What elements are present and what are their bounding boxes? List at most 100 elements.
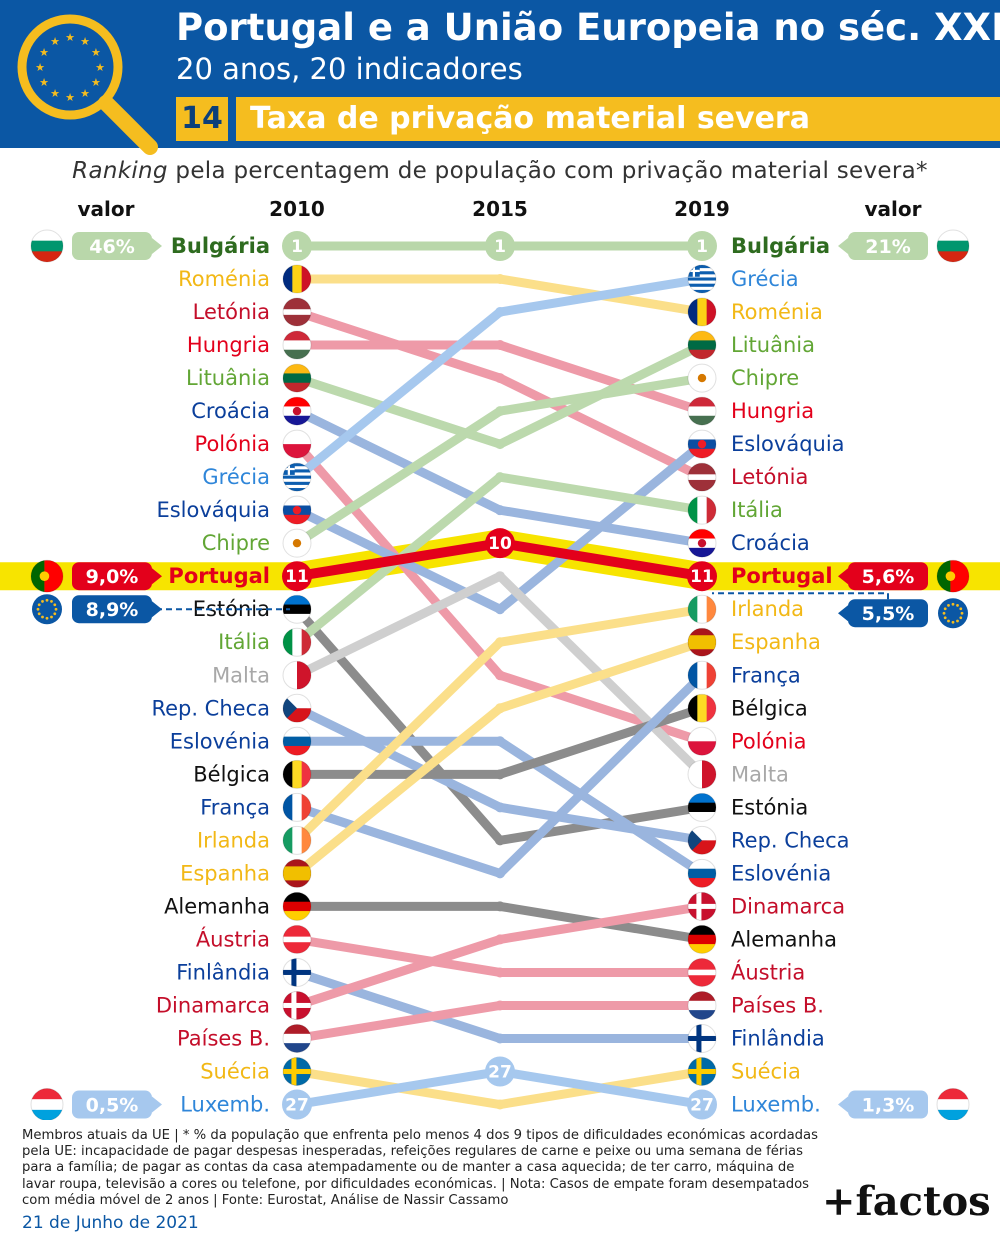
flag-part [688, 741, 716, 756]
eu-dashed-line [712, 592, 889, 600]
value-callout-text: 9,0% [86, 566, 139, 588]
flag-border [687, 924, 717, 954]
flag-border [687, 792, 717, 822]
flag-border [936, 559, 970, 593]
flag-part [292, 265, 303, 294]
country-label-2010: Áustria [196, 926, 270, 951]
eu-star [45, 616, 49, 620]
value-callout-text: 5,5% [862, 603, 915, 625]
flag-emblem [292, 406, 302, 416]
flag-part [688, 661, 698, 690]
flag-fill [688, 628, 716, 657]
flag-part [706, 661, 716, 690]
flag-fill [937, 1088, 969, 1120]
flag-emblem [697, 538, 707, 548]
flag-ie-icon [282, 825, 312, 855]
rank-badge [282, 1089, 312, 1120]
rank-node [495, 373, 505, 384]
flag-fill [688, 958, 716, 987]
eu-star [959, 616, 963, 620]
eu-star [959, 607, 963, 611]
eu-star [943, 607, 947, 611]
flag-fill [283, 661, 311, 690]
rank-node [495, 571, 505, 582]
flag-part [292, 628, 303, 657]
flag-part [283, 760, 293, 789]
flag-pt-icon [936, 559, 970, 593]
flag-part [283, 866, 311, 881]
column-header: 2015 [472, 197, 528, 221]
flag-part [283, 1068, 311, 1075]
flag-part [283, 349, 311, 360]
flag-fill [688, 595, 716, 624]
flag-part [283, 265, 293, 294]
flag-part [283, 826, 293, 855]
flag-part [697, 595, 708, 624]
flag-border [687, 528, 717, 558]
rank-badge [687, 561, 717, 592]
flag-part [688, 859, 716, 870]
flag-part [688, 268, 716, 272]
rank-node [495, 340, 505, 351]
flag-cy-icon [687, 363, 717, 393]
flag-part [688, 944, 716, 954]
flag-part [31, 1088, 63, 1100]
flag-border [687, 693, 717, 723]
flag-border [687, 957, 717, 987]
flag-part [283, 793, 293, 822]
flag-fill [283, 826, 311, 855]
country-label-2019: Luxemb. [731, 1093, 821, 1117]
flag-part [688, 271, 716, 275]
eu-star [942, 611, 946, 615]
flag-part [688, 286, 716, 291]
flag-ro-icon [687, 297, 717, 327]
flag-part [688, 826, 702, 855]
rank-node [495, 274, 505, 285]
logo-star: ★ [35, 61, 45, 74]
value-callout-pointer [838, 568, 848, 585]
flag-fill [688, 793, 716, 822]
flag-part [301, 760, 311, 789]
flag-border [687, 594, 717, 624]
country-label-2010: França [200, 795, 270, 819]
chart-subtitle-rest: pela percentagem de população com privaç… [167, 158, 928, 184]
flag-part [688, 349, 716, 360]
eu-flag-icon [938, 598, 968, 629]
flag-part [283, 488, 311, 492]
flag-fill [688, 760, 716, 789]
eu-star [37, 612, 41, 616]
flag-border [282, 825, 312, 855]
value-callout [72, 1090, 152, 1119]
country-label-2010: Eslovénia [170, 729, 270, 753]
rank-node [495, 637, 505, 648]
flag-be-icon [282, 759, 312, 789]
value-callout [848, 232, 928, 260]
value-callout [848, 599, 928, 628]
flag-part [937, 1099, 969, 1111]
country-label-2010: Rep. Checa [151, 696, 270, 720]
flag-border [282, 627, 312, 657]
flag-cy-icon [282, 528, 312, 558]
flag-it-icon [282, 627, 312, 657]
flag-part [283, 911, 311, 921]
flag-lu-icon [936, 1088, 970, 1120]
flag-part [697, 298, 708, 327]
flag-fill [283, 463, 311, 492]
value-callout-pointer [838, 238, 848, 254]
flag-be-icon [687, 693, 717, 723]
country-label-2010: Suécia [200, 1060, 270, 1084]
flag-part [283, 309, 311, 315]
country-label-2010: Chipre [202, 531, 270, 555]
flag-part [283, 661, 298, 690]
flag-part [283, 373, 311, 384]
country-label-2010: Bulgária [171, 234, 270, 258]
country-label-2019: Irlanda [731, 597, 804, 621]
flag-fill [688, 265, 716, 294]
flag-part [283, 472, 311, 476]
flag-part [697, 661, 708, 690]
rank-badge [485, 1056, 515, 1087]
flag-fill [283, 331, 311, 360]
rank-node [495, 736, 505, 747]
rank-node [495, 604, 505, 615]
flag-mt-icon [282, 660, 312, 690]
